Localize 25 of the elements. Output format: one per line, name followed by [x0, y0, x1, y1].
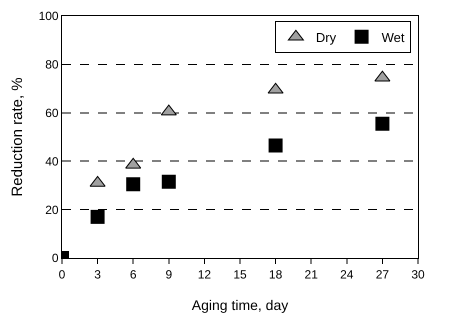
point [268, 138, 283, 152]
x-tick-label: 30 [411, 267, 425, 282]
x-tick-label: 21 [304, 267, 318, 282]
legend-label: Wet [382, 30, 405, 45]
point [162, 174, 176, 189]
x-tick-label: 3 [94, 267, 102, 282]
y-axis-title: Reduction rate, % [9, 77, 26, 197]
point [375, 116, 390, 131]
legend-label: Dry [316, 30, 337, 45]
x-tick-label: 12 [198, 267, 212, 282]
y-tick-label: 0 [52, 251, 59, 266]
x-tick-label: 6 [130, 267, 137, 282]
x-tick-label: 15 [233, 267, 247, 282]
y-tick-label: 60 [45, 106, 59, 120]
point [126, 177, 140, 192]
y-tick-label: 100 [38, 9, 59, 24]
y-tick-label: 80 [45, 58, 59, 72]
x-tick-label: 9 [165, 267, 172, 282]
y-tick-label: 40 [45, 154, 59, 168]
x-tick-label: 24 [340, 267, 354, 282]
x-axis-title: Aging time, day [192, 297, 288, 313]
y-tick-label: 20 [45, 202, 59, 217]
point [90, 210, 105, 224]
x-tick-label: 18 [268, 267, 283, 282]
x-tick-label: 27 [376, 267, 390, 282]
